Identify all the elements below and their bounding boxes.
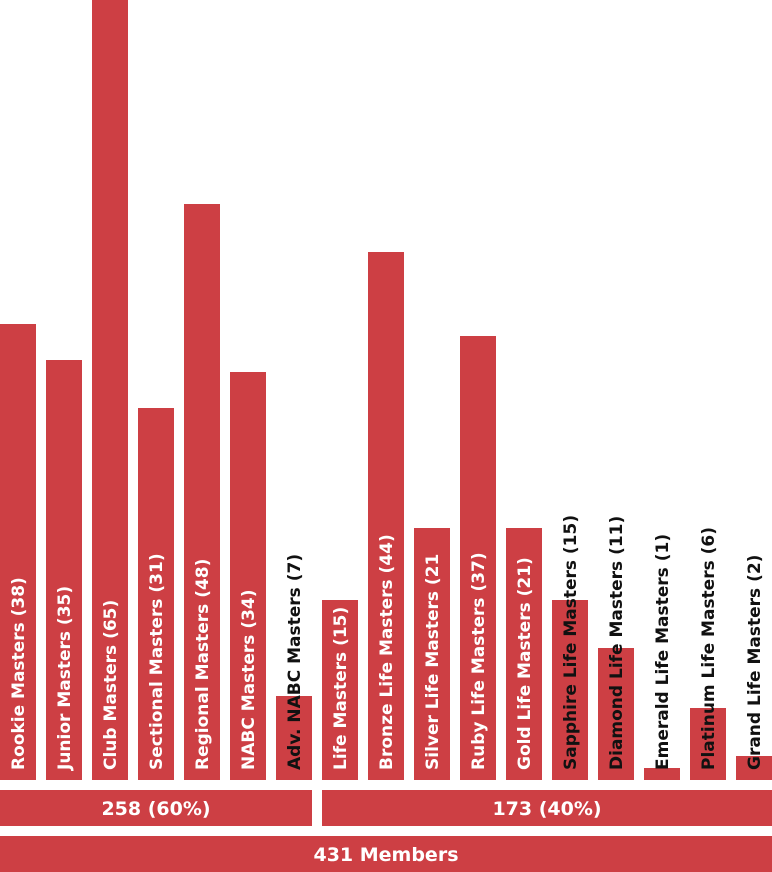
bar-label: Platinum Life Masters (6) — [699, 527, 719, 770]
bar-label: Ruby Life Masters (37) — [469, 552, 489, 770]
bar-group: Diamond Life Masters (11) — [598, 516, 634, 780]
bar-label: Bronze Life Masters (44) — [377, 534, 397, 770]
bar-label: Grand Life Masters (2) — [745, 555, 765, 770]
bar — [138, 408, 174, 780]
bar-label: Adv. NABC Masters (7) — [285, 554, 305, 770]
group-summary-label: 258 (60%) — [101, 798, 210, 820]
bar-label: Rookie Masters (38) — [9, 577, 29, 770]
bar-label: NABC Masters (34) — [239, 589, 259, 770]
bar-group: Sapphire Life Masters (15) — [552, 515, 588, 780]
bar-group: Club Masters (65) — [92, 0, 128, 780]
bar-group: Bronze Life Masters (44) — [368, 252, 404, 780]
bar — [46, 360, 82, 780]
bar-label: Life Masters (15) — [331, 607, 351, 770]
bar-group: Platinum Life Masters (6) — [690, 527, 726, 780]
bar-group: Grand Life Masters (2) — [736, 555, 772, 780]
bar-group: Ruby Life Masters (37) — [460, 336, 496, 780]
bar — [736, 756, 772, 780]
bar-group: Regional Masters (48) — [184, 204, 220, 780]
bar — [690, 708, 726, 780]
bar-group: Emerald Life Masters (1) — [644, 534, 680, 780]
total-summary-bar — [0, 836, 772, 872]
bar — [598, 648, 634, 780]
group-summary-bar — [322, 790, 772, 826]
bar-group: NABC Masters (34) — [230, 372, 266, 780]
bar-label: Emerald Life Masters (1) — [653, 534, 673, 770]
bar — [506, 528, 542, 780]
bar-group: Life Masters (15) — [322, 600, 358, 780]
bar-label: Regional Masters (48) — [193, 559, 213, 770]
bar — [414, 528, 450, 780]
bar-label: Sectional Masters (31) — [147, 553, 167, 770]
group-summary-label: 173 (40%) — [492, 798, 601, 820]
bar-label: Club Masters (65) — [101, 600, 121, 770]
bar — [276, 696, 312, 780]
bar-group: Rookie Masters (38) — [0, 324, 36, 780]
bar-label: Gold Life Masters (21) — [515, 557, 535, 770]
bar-group: Sectional Masters (31) — [138, 408, 174, 780]
bar — [460, 336, 496, 780]
bar — [0, 324, 36, 780]
bar — [552, 600, 588, 780]
bar-group: Junior Masters (35) — [46, 360, 82, 780]
bar-group: Gold Life Masters (21) — [506, 528, 542, 780]
total-summary-label: 431 Members — [313, 844, 458, 866]
group-summary-bar — [0, 790, 312, 826]
bar — [368, 252, 404, 780]
bar-label: Silver Life Masters (21 — [423, 554, 443, 770]
bar — [322, 600, 358, 780]
bar-label: Diamond Life Masters (11) — [607, 516, 627, 770]
bar — [92, 0, 128, 780]
bar-label: Sapphire Life Masters (15) — [561, 515, 581, 770]
bar-label: Junior Masters (35) — [55, 586, 75, 771]
bar-group: Silver Life Masters (21 — [414, 528, 450, 780]
bar — [644, 768, 680, 780]
bar-group: Adv. NABC Masters (7) — [276, 554, 312, 780]
bar — [184, 204, 220, 780]
bar — [230, 372, 266, 780]
